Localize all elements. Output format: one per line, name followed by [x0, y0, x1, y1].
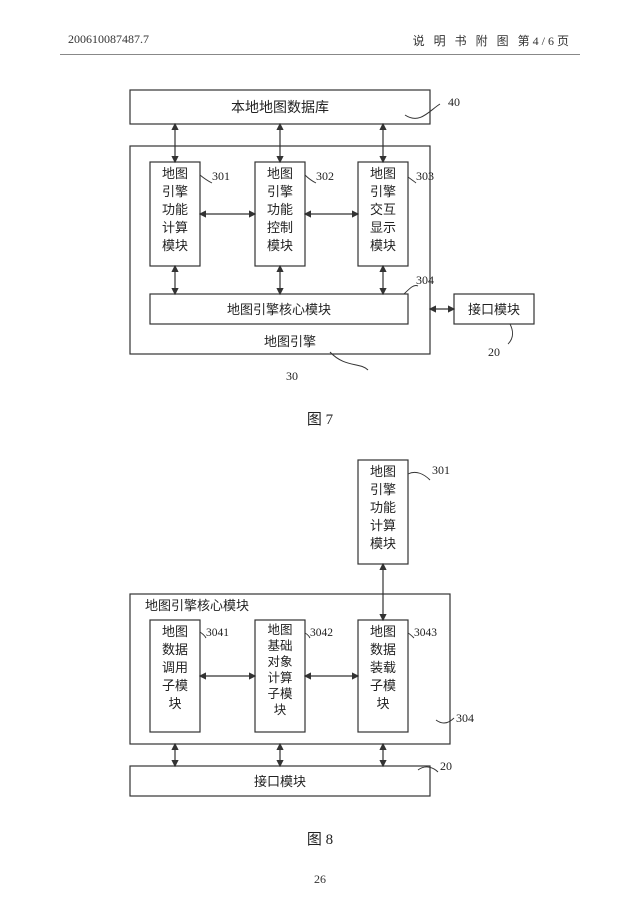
- fig8-top-text: 地图引擎功能计算模块: [370, 464, 396, 551]
- diagrams: 本地地图数据库 40 地图引擎 30 地图引擎功能计算模块 地图引擎功能控制模块: [0, 70, 640, 870]
- fig7-db-label: 本地地图数据库: [231, 100, 329, 116]
- fig8-ref-20: 20: [440, 759, 452, 773]
- fig8-ref-301: 301: [432, 463, 450, 477]
- fig8-iface-label: 接口模块: [254, 774, 306, 789]
- fig8-caption: 图 8: [307, 831, 333, 848]
- fig8-ref-3041: 3041: [206, 627, 229, 639]
- fig8-ref-3043: 3043: [414, 627, 437, 639]
- figure-8: 地图引擎功能计算模块 301 地图引擎核心模块 304 地图数据调用子模块 地图…: [130, 460, 474, 848]
- page-number: 26: [0, 872, 640, 887]
- fig7-ref-20: 20: [488, 345, 500, 359]
- figure-7: 本地地图数据库 40 地图引擎 30 地图引擎功能计算模块 地图引擎功能控制模块: [130, 90, 534, 428]
- page: 200610087487.7 说 明 书 附 图 第4/6页 本地地图数据库 4…: [0, 0, 640, 911]
- fig7-ref-30: 30: [286, 369, 298, 383]
- fig7-ref-302: 302: [316, 169, 334, 183]
- fig8-ref-304: 304: [456, 711, 474, 725]
- fig8-ref-3042: 3042: [310, 627, 333, 639]
- header-rule: [60, 54, 580, 55]
- fig7-box1-text: 地图引擎功能计算模块: [162, 166, 188, 253]
- fig8-box3-text: 地图数据装载子模块: [370, 624, 396, 711]
- fig7-ref-40: 40: [448, 95, 460, 109]
- header-right: 说 明 书 附 图 第4/6页: [413, 32, 572, 49]
- doc-number: 200610087487.7: [68, 32, 149, 47]
- fig7-box3-text: 地图引擎交互显示模块: [370, 166, 396, 253]
- fig8-box1-text: 地图数据调用子模块: [162, 624, 188, 711]
- fig7-iface-label: 接口模块: [468, 302, 520, 317]
- fig7-core-label: 地图引擎核心模块: [227, 302, 331, 317]
- fig8-box2-text: 地图基础对象计算子模块: [267, 623, 293, 717]
- fig7-ref-301: 301: [212, 169, 230, 183]
- fig7-caption: 图 7: [307, 411, 334, 428]
- fig7-engine-label: 地图引擎: [264, 334, 316, 349]
- fig7-ref-304: 304: [416, 273, 434, 287]
- fig7-ref-303: 303: [416, 169, 434, 183]
- fig8-core-label: 地图引擎核心模块: [145, 598, 249, 613]
- fig7-box2-text: 地图引擎功能控制模块: [267, 166, 293, 253]
